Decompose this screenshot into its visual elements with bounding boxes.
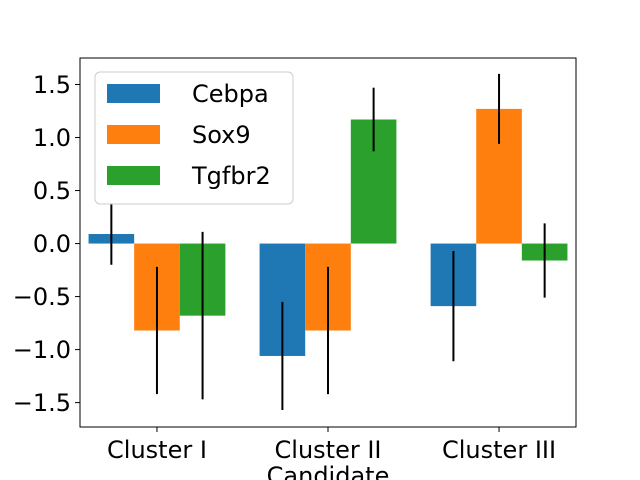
- legend-swatch-tgfbr2: [107, 166, 160, 185]
- x-axis: Cluster I Cluster II Cluster III: [107, 427, 556, 464]
- y-tick-label: 1.5: [33, 71, 71, 99]
- y-tick-label: 0.5: [33, 177, 71, 205]
- y-axis: −1.5 −1.0 −0.5 0.0 0.5 1.0 1.5: [13, 71, 80, 417]
- y-tick-label: −1.0: [13, 336, 71, 364]
- x-tick-label: Cluster I: [107, 436, 207, 464]
- legend-label-cebpa: Cebpa: [192, 80, 269, 108]
- legend-swatch-sox9: [107, 125, 160, 144]
- legend-label-tgfbr2: Tgfbr2: [191, 162, 271, 190]
- y-tick-label: −0.5: [13, 283, 71, 311]
- y-tick-label: 0.0: [33, 230, 71, 258]
- legend-swatch-cebpa: [107, 84, 160, 103]
- y-tick-label: 1.0: [33, 124, 71, 152]
- legend: Cebpa Sox9 Tgfbr2: [94, 71, 294, 205]
- x-axis-label: Candidate: [267, 462, 390, 480]
- error-bar-group: [110, 73, 546, 411]
- y-tick-label: −1.5: [13, 389, 71, 417]
- x-tick-label: Cluster II: [275, 436, 382, 464]
- x-tick-label: Cluster III: [442, 436, 556, 464]
- legend-label-sox9: Sox9: [192, 121, 251, 149]
